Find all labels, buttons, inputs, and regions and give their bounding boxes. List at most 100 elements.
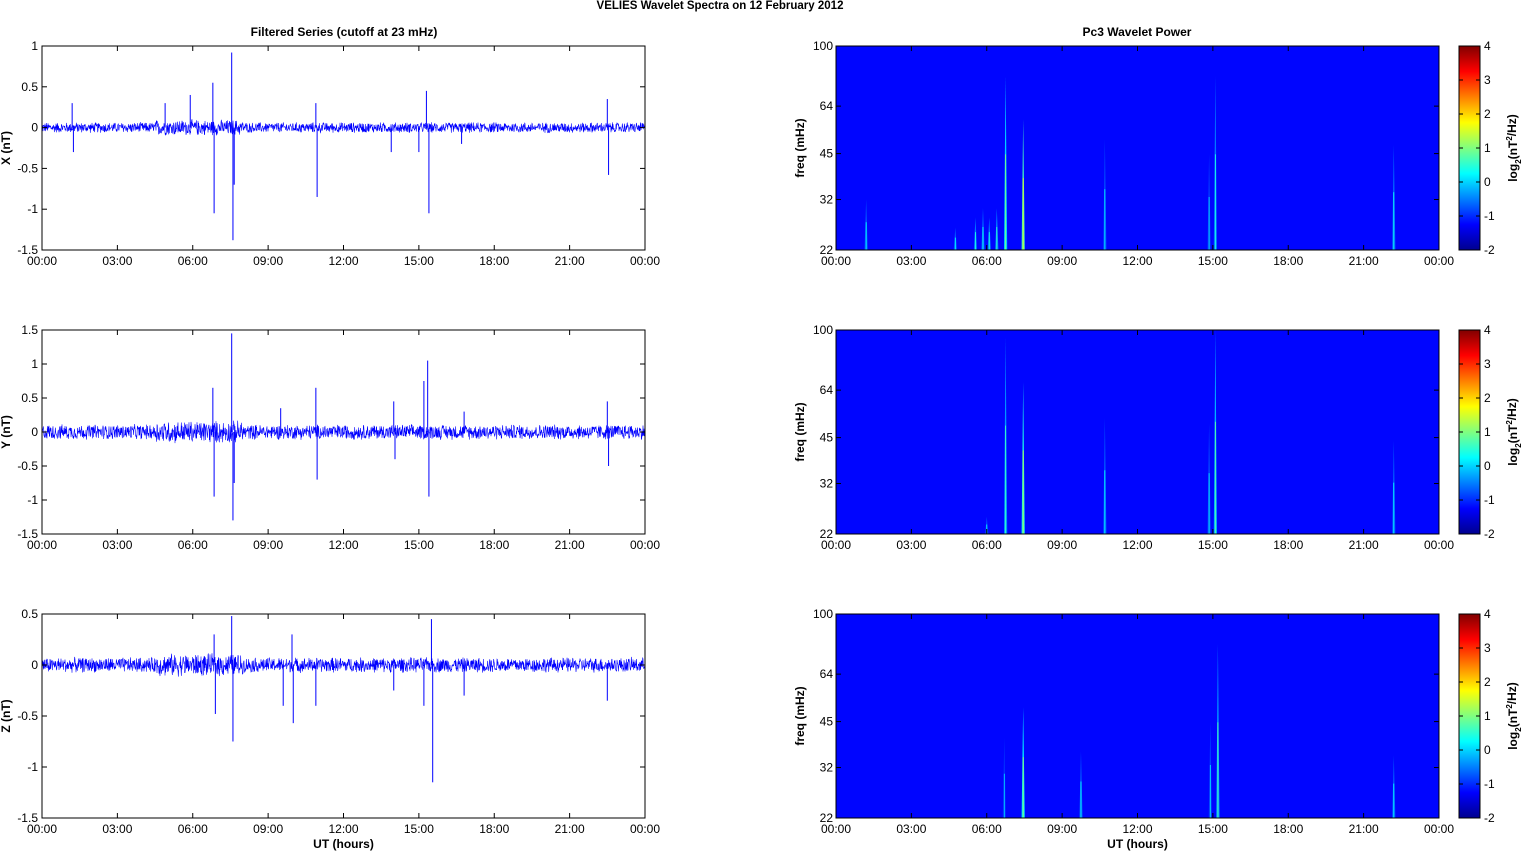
y-tick-label: 45 bbox=[820, 147, 834, 161]
y-tick-label: -1.5 bbox=[17, 243, 38, 257]
heatmap-cells bbox=[985, 330, 1396, 534]
series-line bbox=[42, 653, 645, 677]
x-tick-label: 03:00 bbox=[896, 254, 926, 268]
y-tick-label: 22 bbox=[820, 811, 834, 825]
x-tick-label: 09:00 bbox=[253, 822, 283, 836]
colorbar-tick-label: 3 bbox=[1484, 357, 1491, 371]
x-tick-label: 18:00 bbox=[1273, 822, 1303, 836]
x-tick-label: 00:00 bbox=[1424, 254, 1454, 268]
y-axis-label: Z (nT) bbox=[0, 699, 13, 732]
y-tick-label: -0.5 bbox=[17, 161, 38, 175]
colorbar-tick-label: 2 bbox=[1484, 107, 1491, 121]
colorbar-tick-label: 0 bbox=[1484, 743, 1491, 757]
series-trace bbox=[42, 616, 645, 783]
colorbar-tick-label: -1 bbox=[1484, 493, 1495, 507]
y-tick-label: -1 bbox=[27, 493, 38, 507]
x-tick-label: 12:00 bbox=[328, 822, 358, 836]
x-tick-label: 18:00 bbox=[479, 822, 509, 836]
series-line bbox=[42, 119, 645, 136]
colorbar-tick-label: -2 bbox=[1484, 527, 1495, 541]
colorbar-tick-label: 4 bbox=[1484, 323, 1491, 337]
x-axis-label: UT (hours) bbox=[1107, 837, 1168, 851]
x-tick-label: 15:00 bbox=[404, 254, 434, 268]
colorbar-label: log2(nT2/Hz) bbox=[1505, 682, 1523, 750]
x-tick-label: 00:00 bbox=[27, 538, 57, 552]
x-tick-label: 00:00 bbox=[821, 538, 851, 552]
heatmap-cells bbox=[864, 76, 1396, 250]
y-tick-label: 32 bbox=[820, 477, 834, 491]
heatmap-cells bbox=[1002, 644, 1396, 818]
y-axis-label: Y (nT) bbox=[0, 415, 13, 449]
x-tick-label: 03:00 bbox=[102, 254, 132, 268]
y-axis-label: X (nT) bbox=[0, 131, 13, 165]
x-tick-label: 09:00 bbox=[253, 538, 283, 552]
x-tick-label: 06:00 bbox=[178, 538, 208, 552]
x-tick-label: 12:00 bbox=[1122, 822, 1152, 836]
colorbar-label: log2(nT2/Hz) bbox=[1505, 114, 1523, 182]
x-tick-label: 00:00 bbox=[1424, 538, 1454, 552]
x-tick-label: 12:00 bbox=[328, 538, 358, 552]
x-tick-label: 21:00 bbox=[1349, 822, 1379, 836]
colorbar-tick-label: 1 bbox=[1484, 141, 1491, 155]
x-tick-label: 03:00 bbox=[102, 822, 132, 836]
colorbar-tick-label: -1 bbox=[1484, 777, 1495, 791]
x-tick-label: 18:00 bbox=[479, 254, 509, 268]
right-column-title: Pc3 Wavelet Power bbox=[1083, 25, 1192, 39]
y-tick-label: -0.5 bbox=[17, 459, 38, 473]
y-tick-label: 1.5 bbox=[21, 323, 38, 337]
x-tick-label: 18:00 bbox=[1273, 538, 1303, 552]
y-tick-label: 64 bbox=[820, 383, 834, 397]
x-tick-label: 21:00 bbox=[1349, 538, 1379, 552]
x-tick-label: 03:00 bbox=[896, 822, 926, 836]
x-tick-label: 15:00 bbox=[404, 822, 434, 836]
figure-title: VELIES Wavelet Spectra on 12 February 20… bbox=[597, 0, 844, 12]
colorbar-tick-label: 3 bbox=[1484, 73, 1491, 87]
y-tick-label: -1.5 bbox=[17, 811, 38, 825]
series-trace bbox=[42, 52, 645, 241]
x-tick-label: 09:00 bbox=[1047, 822, 1077, 836]
heatmap-background bbox=[836, 614, 1439, 818]
x-tick-label: 06:00 bbox=[972, 822, 1002, 836]
x-tick-label: 00:00 bbox=[821, 822, 851, 836]
y-axis-label: freq (mHz) bbox=[793, 402, 807, 461]
x-tick-label: 12:00 bbox=[1122, 538, 1152, 552]
left-column-title: Filtered Series (cutoff at 23 mHz) bbox=[251, 25, 438, 39]
y-tick-label: 45 bbox=[820, 715, 834, 729]
x-tick-label: 03:00 bbox=[896, 538, 926, 552]
y-tick-label: 45 bbox=[820, 431, 834, 445]
x-tick-label: 06:00 bbox=[972, 254, 1002, 268]
x-tick-label: 21:00 bbox=[1349, 254, 1379, 268]
colorbar-tick-label: -2 bbox=[1484, 243, 1495, 257]
y-tick-label: 32 bbox=[820, 761, 834, 775]
series-line bbox=[42, 420, 645, 444]
x-tick-label: 00:00 bbox=[630, 538, 660, 552]
y-tick-label: 0 bbox=[31, 425, 38, 439]
y-tick-label: 0.5 bbox=[21, 607, 38, 621]
y-tick-label: 22 bbox=[820, 527, 834, 541]
y-tick-label: -0.5 bbox=[17, 709, 38, 723]
x-tick-label: 00:00 bbox=[821, 254, 851, 268]
filtered-series-panel: -1.5 -1 -0.5 0 0.5 00:00 03:00 06:00 09:00 12:00 1… bbox=[0, 607, 660, 851]
y-tick-label: 100 bbox=[813, 39, 833, 53]
x-tick-label: 15:00 bbox=[1198, 254, 1228, 268]
y-tick-label: 100 bbox=[813, 323, 833, 337]
y-tick-label: -1 bbox=[27, 760, 38, 774]
x-tick-label: 09:00 bbox=[1047, 538, 1077, 552]
filtered-series-panel: -1.5 -1 -0.5 0 0.5 1 00:00 03:00 06:00 09:00 12:00… bbox=[0, 39, 660, 268]
y-tick-label: 64 bbox=[820, 99, 834, 113]
colorbar-tick-label: 4 bbox=[1484, 607, 1491, 621]
x-tick-label: 21:00 bbox=[555, 822, 585, 836]
colorbar-tick-label: 0 bbox=[1484, 459, 1491, 473]
x-tick-label: 00:00 bbox=[1424, 822, 1454, 836]
colorbar-label: log2(nT2/Hz) bbox=[1505, 398, 1523, 466]
x-tick-label: 00:00 bbox=[27, 822, 57, 836]
colorbar-tick-label: 3 bbox=[1484, 641, 1491, 655]
y-tick-label: 0.5 bbox=[21, 391, 38, 405]
series-trace bbox=[42, 333, 645, 521]
plot-background bbox=[42, 614, 645, 818]
x-tick-label: 18:00 bbox=[479, 538, 509, 552]
x-tick-label: 06:00 bbox=[178, 254, 208, 268]
